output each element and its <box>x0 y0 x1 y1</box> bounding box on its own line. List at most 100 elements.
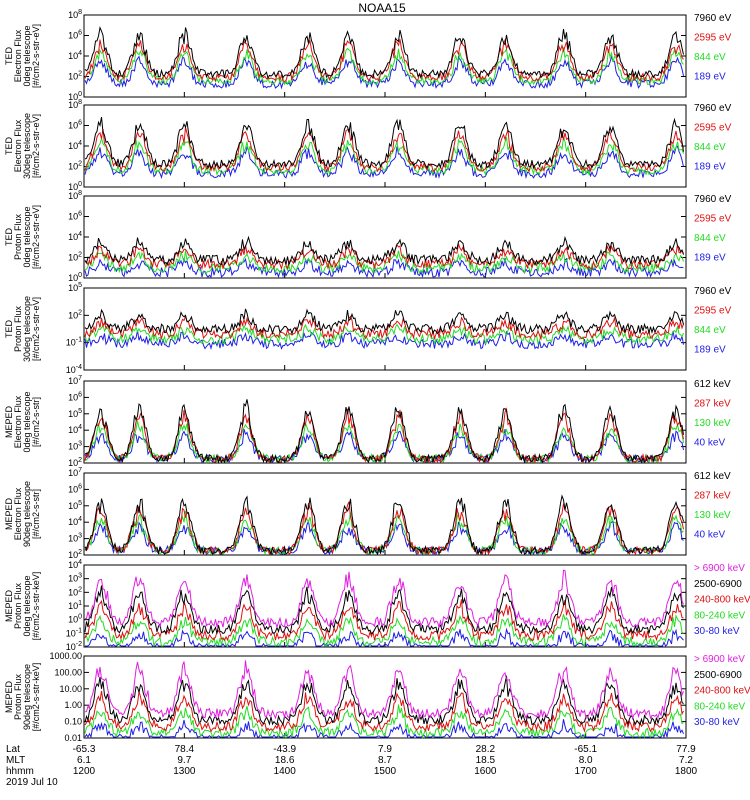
panels: 100 102 104 106 108 TEDElectron Flux0deg tele… <box>4 9 750 743</box>
legend-entry: 189 eV <box>694 72 726 83</box>
panel-6: 102 103 104 105 106 107 MEPEDElectron Flux90de… <box>4 467 731 560</box>
ytick-label: 100.00 <box>54 667 82 677</box>
xtick-mlt: 7.2 <box>679 755 693 766</box>
ylabel: TEDElectron Flux0deg telescope[#/cm2-s-s… <box>4 24 41 88</box>
series-trace <box>84 675 684 727</box>
ytick-label: 100 <box>68 181 82 192</box>
ytick-label: 106 <box>68 483 82 494</box>
xtick-mlt: 8.7 <box>378 755 392 766</box>
legend-entry: 7960 eV <box>694 103 732 114</box>
xtick-lat: 78.4 <box>175 744 195 755</box>
ylabel: MEPEDProton Flux0deg telescope[#/cm2-s-s… <box>4 572 41 641</box>
series-trace <box>84 26 684 80</box>
legend-entry: > 6900 keV <box>694 563 745 574</box>
series-trace <box>84 704 684 739</box>
ytick-label: 10-4 <box>66 364 82 375</box>
xtick-lat: -65.3 <box>73 744 96 755</box>
legend-entry: 287 keV <box>694 491 731 502</box>
ytick-label: 106 <box>68 120 82 131</box>
ytick-label: 100 <box>68 614 82 625</box>
legend-entry: 80-240 keV <box>694 701 745 712</box>
panel-frame <box>83 14 687 98</box>
xtick-lat: -65.1 <box>574 744 597 755</box>
xtick-hhmm: 1600 <box>474 766 497 777</box>
ytick-label: 104 <box>68 559 82 570</box>
legend-entry: > 6900 keV <box>694 654 745 665</box>
series-trace <box>84 235 684 267</box>
xtick-hhmm: 1500 <box>374 766 397 777</box>
legend-entry: 2595 eV <box>694 306 732 317</box>
ytick-label: 104 <box>68 50 82 61</box>
series-trace <box>85 569 684 629</box>
legend-entry: 240-800 keV <box>694 595 750 606</box>
series-trace <box>84 136 684 177</box>
ytick-label: 104 <box>68 516 82 527</box>
series-trace <box>84 242 684 271</box>
ytick-label: 106 <box>68 391 82 402</box>
legend-entry: 844 eV <box>694 233 726 244</box>
ytick-label: 100 <box>68 91 82 102</box>
xtick-hhmm: 1400 <box>274 766 297 777</box>
xtick-lat: 7.9 <box>378 744 392 755</box>
legend-entry: 2595 eV <box>694 214 732 225</box>
series-trace <box>84 54 684 90</box>
series-trace <box>84 585 684 635</box>
xtick-mlt: 18.6 <box>275 755 295 766</box>
legend-entry: 2500-6900 <box>694 579 742 590</box>
ytick-label: 105 <box>68 500 82 511</box>
ylabel: MEPEDElectron Flux90deg telescope[#/cm2-… <box>4 481 41 547</box>
ytick-label: 10-1 <box>66 627 82 638</box>
ytick-label: 106 <box>68 211 82 222</box>
legend-entry: 7960 eV <box>694 286 732 297</box>
legend-entry: 30-80 keV <box>694 626 740 637</box>
ytick-label: 104 <box>68 140 82 151</box>
series-trace <box>84 494 684 556</box>
legend-entry: 130 keV <box>694 510 731 521</box>
ytick-label: 104 <box>68 424 82 435</box>
legend-entry: 2595 eV <box>694 123 732 134</box>
xtick-hhmm: 1200 <box>73 766 96 777</box>
panel-7: 10-2 10-1 100 101 102 103 104 MEPEDProton Flux0… <box>4 559 750 652</box>
ytick-label: 108 <box>68 190 82 201</box>
legend-entry: 80-240 keV <box>694 610 745 621</box>
ytick-label: 0.01 <box>64 733 82 743</box>
ylabel: TEDProton Flux0deg telescope[#/cm2-s-str… <box>4 205 41 269</box>
legend-entry: 844 eV <box>694 325 726 336</box>
ytick-label: 103 <box>68 573 82 584</box>
xtick-lat: 77.9 <box>676 744 696 755</box>
series-trace <box>84 308 684 336</box>
panel-8: 0.01 0.10 1.00 10.00 100.00 1000.00 MEPEDProto… <box>4 651 750 743</box>
series-trace <box>84 614 684 648</box>
series-trace <box>84 323 684 346</box>
x-row-label-mlt: MLT <box>6 755 25 766</box>
xtick-mlt: 9.7 <box>177 755 191 766</box>
ylabel: MEPEDProton Flux90deg telescope[#/cm2-s-… <box>4 663 41 732</box>
ytick-label: 102 <box>68 71 82 82</box>
legend-entry: 7960 eV <box>694 13 732 24</box>
legend-entry: 844 eV <box>694 142 726 153</box>
series-trace <box>84 250 684 275</box>
ytick-label: 10.00 <box>59 684 82 694</box>
x-row-label-lat: Lat <box>6 744 20 755</box>
ytick-label: 1.00 <box>64 700 82 710</box>
ytick-label: 1000.00 <box>49 651 82 661</box>
legend-entry: 612 keV <box>694 379 731 390</box>
ytick-label: 102 <box>68 252 82 263</box>
legend-entry: 612 keV <box>694 471 731 482</box>
legend-entry: 130 keV <box>694 418 731 429</box>
xtick-hhmm: 1300 <box>173 766 196 777</box>
series-trace <box>84 145 684 180</box>
ytick-label: 100 <box>68 272 82 283</box>
ytick-label: 102 <box>68 161 82 172</box>
panel-1: 100 102 104 106 108 TEDElectron Flux0deg tele… <box>4 9 732 102</box>
legend-entry: 2500-6900 <box>694 670 742 681</box>
legend-entry: 40 keV <box>694 530 725 541</box>
ytick-label: 105 <box>68 408 82 419</box>
panel-3: 100 102 104 106 108 TEDProton Flux0deg telesc… <box>4 190 732 283</box>
